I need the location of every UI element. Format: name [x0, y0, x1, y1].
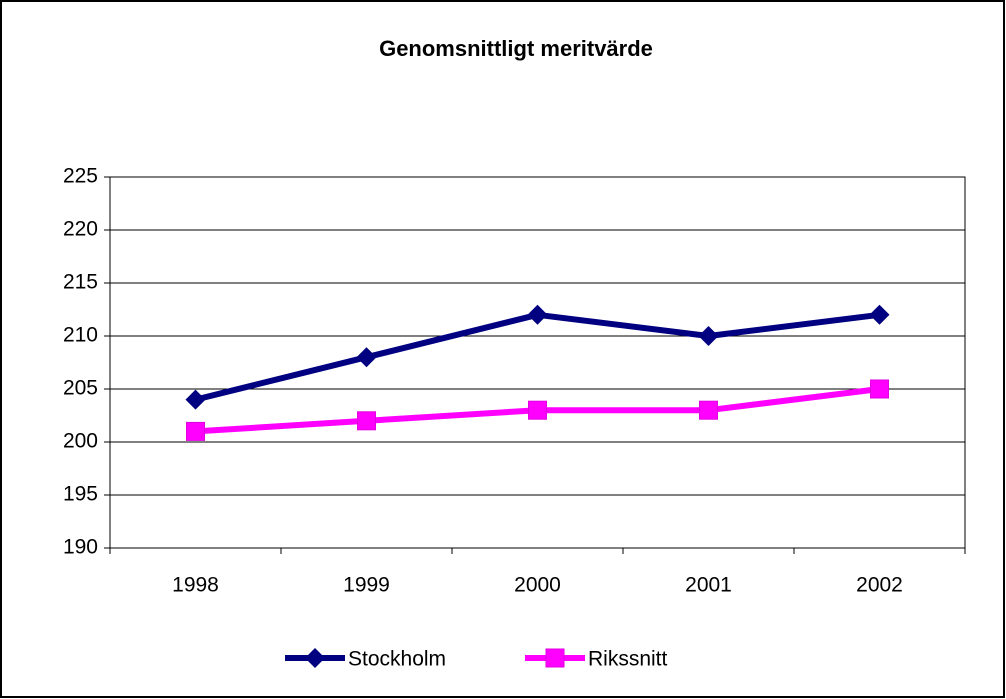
y-tick-label: 215: [63, 271, 98, 294]
x-tick-label: 1999: [343, 574, 390, 597]
y-tick-label: 225: [63, 165, 98, 188]
y-tick-label: 210: [63, 324, 98, 347]
marker: [528, 400, 547, 420]
chart-title: Genomsnittligt meritvärde: [379, 36, 653, 61]
x-tick-label: 2001: [685, 574, 732, 597]
y-tick-label: 205: [63, 377, 98, 400]
y-tick-label: 190: [63, 536, 98, 559]
marker: [305, 648, 325, 668]
y-tick-label: 195: [63, 483, 98, 506]
marker: [869, 304, 890, 325]
marker: [545, 648, 565, 668]
marker: [870, 379, 889, 399]
marker: [186, 421, 205, 441]
y-tick-label: 200: [63, 430, 98, 453]
legend-label: Rikssnitt: [588, 648, 668, 671]
marker: [357, 411, 376, 431]
y-tick-label: 220: [63, 218, 98, 241]
marker: [698, 326, 719, 346]
marker: [185, 389, 206, 410]
marker: [527, 304, 548, 325]
x-tick-label: 2000: [514, 574, 561, 597]
plot-area: [109, 176, 966, 549]
x-tick-label: 2002: [856, 574, 903, 597]
x-tick-label: 1998: [172, 574, 219, 597]
marker: [356, 347, 377, 368]
marker: [699, 400, 718, 420]
legend-label: Stockholm: [348, 648, 446, 671]
